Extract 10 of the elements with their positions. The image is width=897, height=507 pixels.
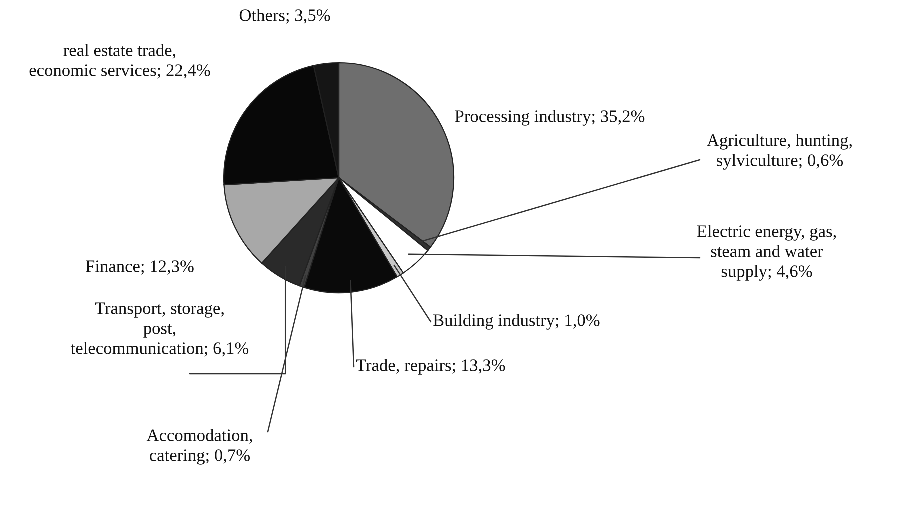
slice-label: Agriculture, hunting, sylviculture; 0,6% [707,134,852,170]
slice-label: Finance; 12,3% [86,260,194,275]
slice-label: Transport, storage, post, telecommunication; 6,1% [70,302,249,357]
slice-label: Electric energy, gas, steam and water supply; 4,6% [697,225,836,281]
slice-label: real estate trade, economic services; 22,4% [30,44,210,79]
slice-label: Building industry; 1,0% [434,314,600,330]
slice-label: Others; 3,5% [240,9,330,24]
slice-label: Processing industry; 35,2% [455,110,645,126]
slice-label: Trade, repairs; 13,3% [356,359,506,375]
slice-label: Accomodation, catering; 0,7% [146,429,252,465]
